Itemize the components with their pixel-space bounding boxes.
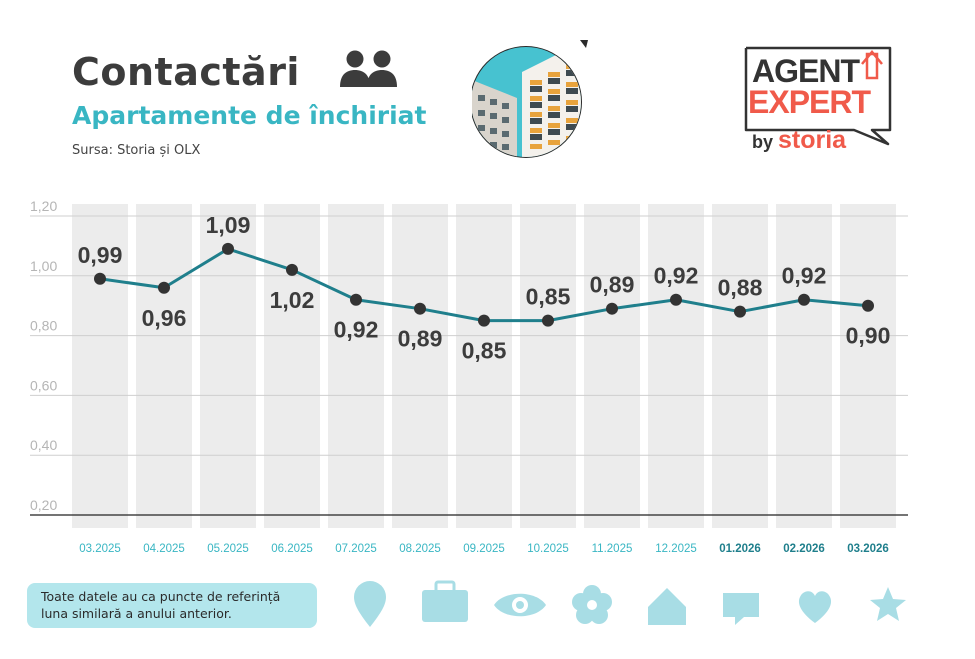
x-tick-label: 06.2025: [271, 543, 313, 555]
data-point: [734, 305, 746, 318]
chart-bands: [72, 204, 896, 528]
briefcase-icon: [422, 580, 468, 622]
chart-band: [648, 204, 704, 528]
x-tick-label: 08.2025: [399, 543, 441, 555]
data-label: 1,02: [270, 287, 315, 313]
data-label: 0,92: [782, 263, 827, 289]
y-tick-label: 0,60: [30, 377, 57, 393]
y-tick-label: 0,20: [30, 497, 57, 513]
x-tick-label: 04.2025: [143, 543, 185, 555]
x-tick-label: 10.2025: [527, 543, 569, 555]
x-tick-label: 12.2025: [655, 543, 697, 555]
chart-grid: [30, 215, 908, 516]
chart-band: [776, 204, 832, 528]
chart-band: [456, 204, 512, 528]
page-title: Contactări: [72, 50, 300, 94]
x-tick-label: 03.2025: [79, 543, 121, 555]
chart-band: [136, 204, 192, 528]
data-labels: 0,99 0,96 1,09 1,02 0,92 0,89 0,85 0,85 0,89 0,92…: [78, 212, 891, 364]
logo-by-text: by: [752, 132, 773, 152]
line-chart: 0,200,400,600,801,001,20 03.2025 04.2025 0…: [30, 198, 908, 555]
y-axis-ticks: 0,20 0,40 0,60 0,80 1,00 1,20: [30, 198, 57, 513]
agent-expert-logo: AGENT EXPERT by storia: [744, 46, 892, 154]
note-box: Toate datele au ca puncte de referință l…: [27, 583, 317, 628]
y-tick-label: 1,20: [30, 198, 57, 214]
series-markers: [94, 242, 874, 327]
chart-band: [328, 204, 384, 528]
data-point: [414, 302, 426, 315]
data-point: [158, 281, 170, 294]
chart-band: [200, 204, 256, 528]
eye-icon: [494, 593, 546, 617]
y-tick-label: 1,00: [30, 258, 57, 274]
logo-agent-text: AGENT: [752, 53, 860, 89]
data-label: 1,09: [206, 212, 251, 238]
chat-bubble-icon: [723, 593, 759, 625]
x-tick-label: 07.2025: [335, 543, 377, 555]
data-point: [222, 242, 234, 255]
house-icon: [648, 588, 686, 625]
logo-expert-text: EXPERT: [748, 84, 871, 120]
chart-band: [712, 204, 768, 528]
data-point: [606, 302, 618, 315]
page-subtitle: Apartamente de închiriat: [72, 101, 427, 130]
data-label: 0,85: [526, 284, 571, 310]
chart-band: [520, 204, 576, 528]
x-axis-ticks: 03.2025 04.2025 05.2025 06.2025 07.2025 08.20…: [79, 543, 889, 555]
x-tick-label: 05.2025: [207, 543, 249, 555]
y-tick-label: 0,40: [30, 437, 57, 453]
building-image: [472, 40, 588, 158]
data-label: 0,88: [718, 275, 763, 301]
data-label: 0,90: [846, 323, 891, 349]
heart-icon: [798, 591, 832, 623]
data-label: 0,92: [654, 263, 699, 289]
chart-band: [392, 204, 448, 528]
x-tick-label: 01.2026: [719, 543, 761, 555]
data-point: [542, 314, 554, 327]
people-icon: [340, 50, 397, 87]
x-tick-label: 09.2025: [463, 543, 505, 555]
data-label: 0,89: [590, 272, 635, 298]
chart-band: [840, 204, 896, 528]
data-point: [670, 293, 682, 306]
y-tick-label: 0,80: [30, 318, 57, 334]
data-point: [350, 293, 362, 306]
logo-storia-text: storia: [778, 126, 847, 154]
map-pin-icon: [354, 581, 386, 627]
data-point: [798, 293, 810, 306]
data-label: 0,96: [142, 305, 187, 331]
x-tick-label: 02.2026: [783, 543, 825, 555]
data-point: [286, 263, 298, 276]
data-label: 0,92: [334, 317, 379, 343]
star-icon: [870, 587, 906, 621]
x-tick-label: 11.2025: [592, 543, 633, 555]
data-label: 0,89: [398, 326, 443, 352]
chart-band: [72, 204, 128, 528]
chart-band: [264, 204, 320, 528]
data-point: [862, 299, 874, 312]
data-point: [94, 272, 106, 285]
chart-band: [584, 204, 640, 528]
data-label: 0,99: [78, 242, 123, 268]
flower-icon: [572, 585, 612, 624]
data-point: [478, 314, 490, 327]
source-text: Sursa: Storia și OLX: [72, 143, 201, 158]
x-tick-label: 03.2026: [847, 543, 889, 555]
data-label: 0,85: [462, 338, 507, 364]
